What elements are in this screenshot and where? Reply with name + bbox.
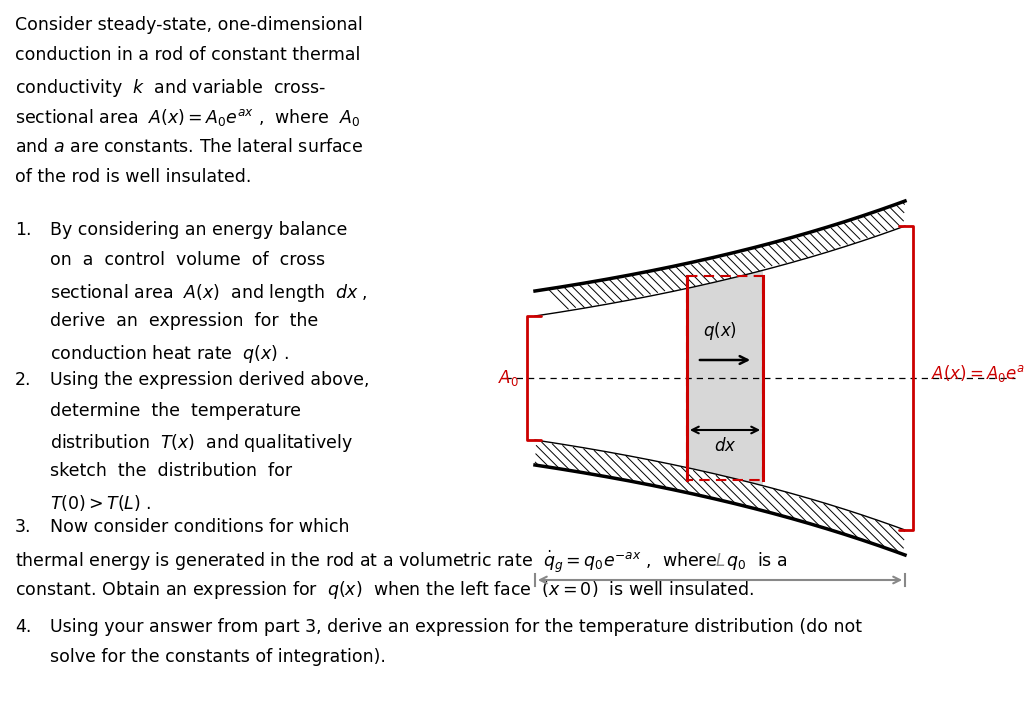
Text: on  a  control  volume  of  cross: on a control volume of cross: [50, 251, 326, 270]
Text: solve for the constants of integration).: solve for the constants of integration).: [50, 649, 386, 666]
Text: conduction in a rod of constant thermal: conduction in a rod of constant thermal: [15, 47, 360, 64]
Text: Now consider conditions for which: Now consider conditions for which: [50, 518, 349, 536]
Text: Consider steady-state, one-dimensional: Consider steady-state, one-dimensional: [15, 16, 362, 34]
Text: sectional area  $A(x)$  and length  $dx$ ,: sectional area $A(x)$ and length $dx$ ,: [50, 282, 368, 304]
Text: derive  an  expression  for  the: derive an expression for the: [50, 312, 318, 331]
Text: $dx$: $dx$: [714, 437, 736, 455]
Text: conduction heat rate  $q(x)$ .: conduction heat rate $q(x)$ .: [50, 343, 289, 365]
Text: 2.: 2.: [15, 371, 32, 389]
Polygon shape: [535, 226, 905, 530]
Text: $q(x)$: $q(x)$: [703, 320, 737, 342]
Text: Using the expression derived above,: Using the expression derived above,: [50, 371, 370, 389]
Text: of the rod is well insulated.: of the rod is well insulated.: [15, 169, 251, 186]
Text: sketch  the  distribution  for: sketch the distribution for: [50, 462, 292, 481]
Text: distribution  $T(x)$  and qualitatively: distribution $T(x)$ and qualitatively: [50, 432, 353, 454]
Text: $L$: $L$: [715, 552, 725, 570]
Polygon shape: [535, 201, 905, 316]
Text: 1.: 1.: [15, 221, 32, 239]
Text: $T(0) > T(L)$ .: $T(0) > T(L)$ .: [50, 493, 152, 513]
Text: and $a$ are constants. The lateral surface: and $a$ are constants. The lateral surfa…: [15, 138, 364, 156]
Text: Using your answer from part 3, derive an expression for the temperature distribu: Using your answer from part 3, derive an…: [50, 618, 862, 636]
Polygon shape: [535, 440, 905, 555]
Text: 4.: 4.: [15, 618, 32, 636]
Text: 3.: 3.: [15, 518, 32, 536]
Text: determine  the  temperature: determine the temperature: [50, 401, 301, 420]
Text: conductivity  $k$  and variable  cross-: conductivity $k$ and variable cross-: [15, 77, 326, 99]
Text: $A(x) = A_0 e^{ax}$: $A(x) = A_0 e^{ax}$: [931, 362, 1024, 384]
Text: thermal energy is generated in the rod at a volumetric rate  $\dot{q}_g = q_0 e^: thermal energy is generated in the rod a…: [15, 549, 787, 575]
Text: sectional area  $A(x) = A_0 e^{ax}$ ,  where  $A_0$: sectional area $A(x) = A_0 e^{ax}$ , whe…: [15, 108, 360, 128]
Text: constant. Obtain an expression for  $q(x)$  when the left face  $(x = 0)$  is we: constant. Obtain an expression for $q(x)…: [15, 579, 754, 601]
Text: By considering an energy balance: By considering an energy balance: [50, 221, 347, 239]
Text: $A_0$: $A_0$: [498, 368, 519, 388]
Polygon shape: [687, 270, 763, 486]
